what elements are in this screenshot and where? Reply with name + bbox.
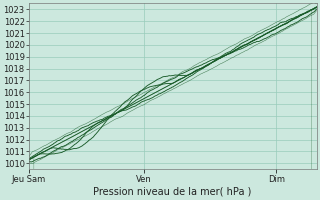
- X-axis label: Pression niveau de la mer( hPa ): Pression niveau de la mer( hPa ): [93, 187, 252, 197]
